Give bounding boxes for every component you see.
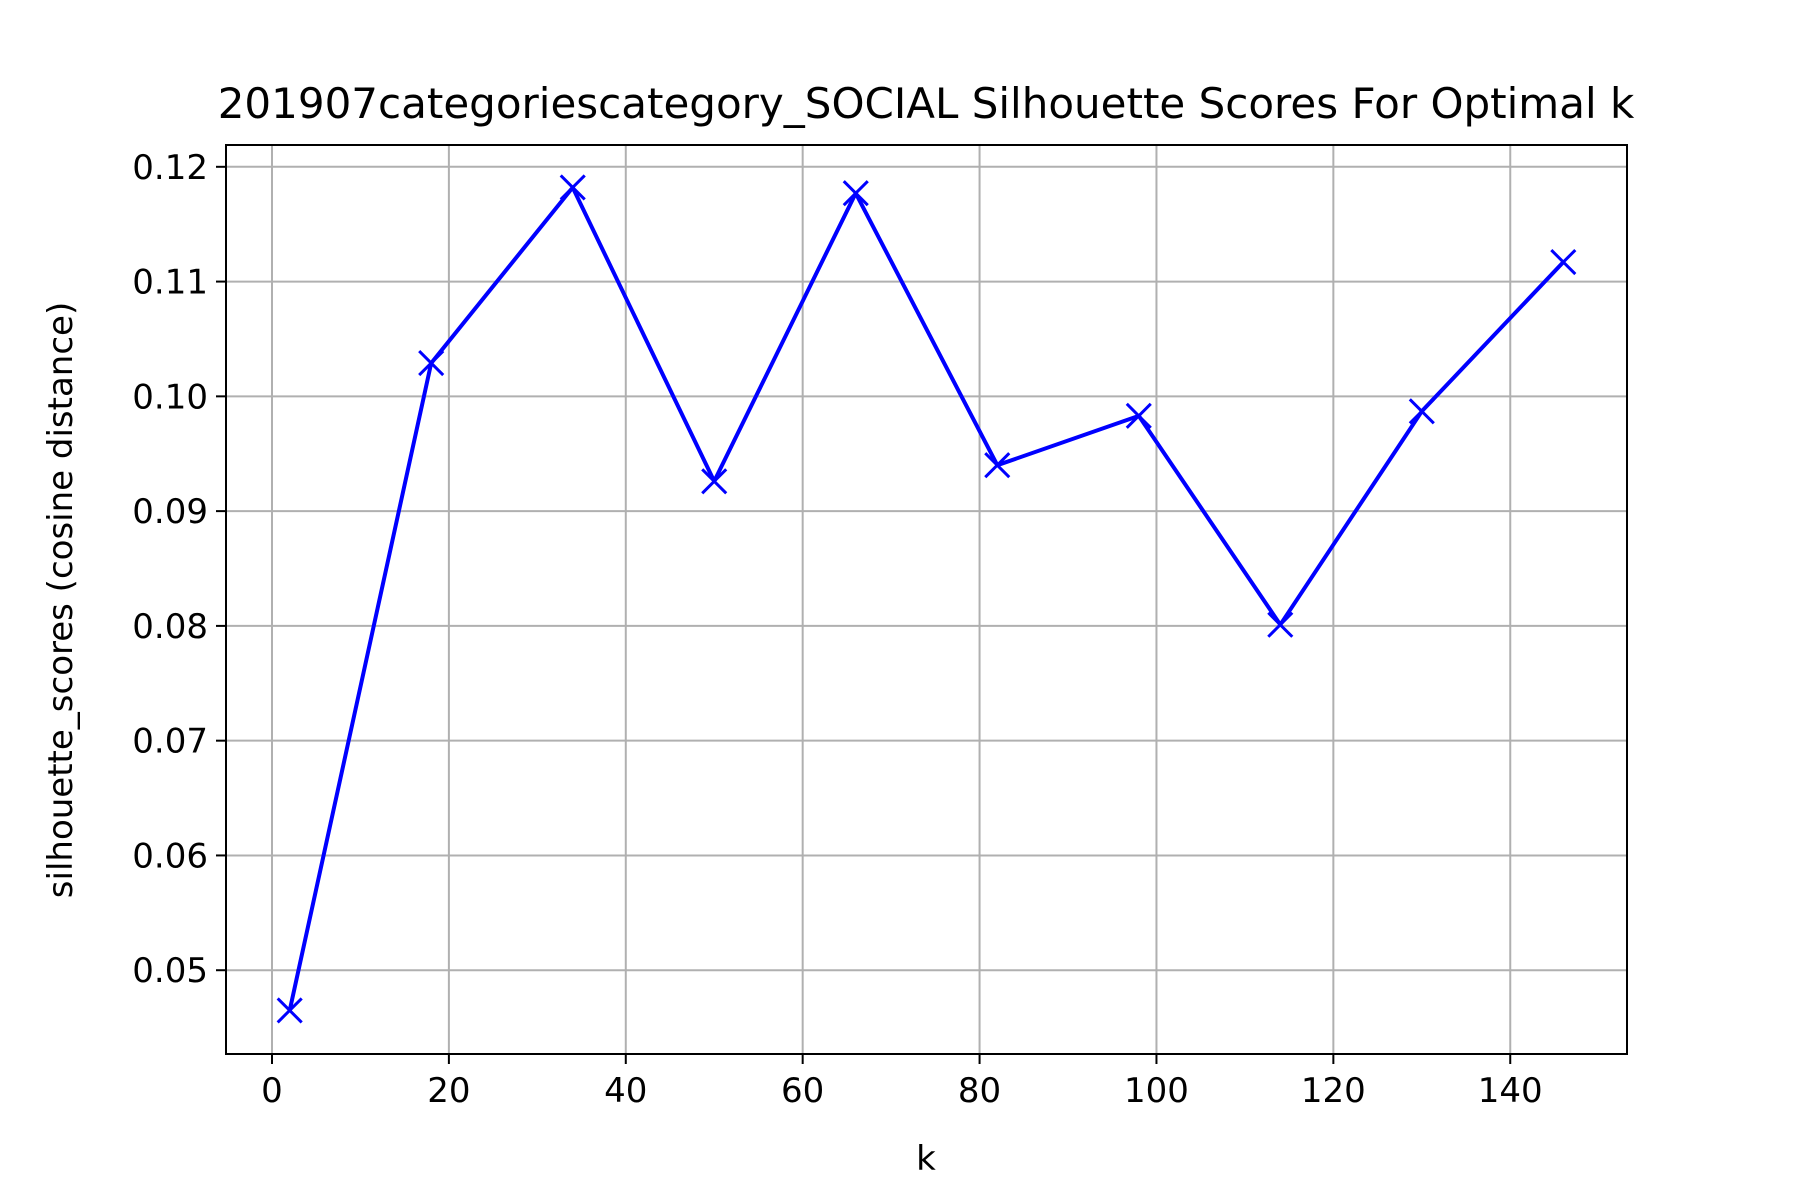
data-point-marker xyxy=(1550,249,1577,276)
x-tick-label: 60 xyxy=(781,1071,824,1111)
x-tick-label: 120 xyxy=(1301,1071,1366,1111)
grid xyxy=(226,145,1627,1054)
data-point-marker xyxy=(701,468,728,495)
marker-stroke xyxy=(984,452,1011,479)
y-tick-label: 0.11 xyxy=(132,263,208,303)
marker-stroke xyxy=(1550,249,1577,276)
y-tick-label: 0.09 xyxy=(132,492,208,532)
marker-stroke xyxy=(701,468,728,495)
marker-stroke xyxy=(842,180,869,207)
series-line xyxy=(287,185,1565,1011)
x-tick-label: 140 xyxy=(1478,1071,1543,1111)
plot-frame xyxy=(225,144,1628,1055)
x-tick-label: 100 xyxy=(1124,1071,1189,1111)
y-tick-label: 0.10 xyxy=(132,377,208,417)
marker-stroke xyxy=(1408,398,1435,425)
marker-stroke xyxy=(1125,402,1152,429)
data-point-marker xyxy=(842,180,869,207)
y-tick-label: 0.06 xyxy=(132,836,208,876)
data-point-marker xyxy=(1125,402,1152,429)
x-axis-label: k xyxy=(916,1139,936,1179)
x-tick-label: 0 xyxy=(261,1071,283,1111)
data-point-marker xyxy=(559,174,586,201)
x-tick-label: 80 xyxy=(958,1071,1001,1111)
chart-title: 201907categoriescategory_SOCIAL Silhouet… xyxy=(218,79,1635,128)
data-point-marker xyxy=(276,997,303,1024)
marker-stroke xyxy=(418,350,445,377)
y-tick-label: 0.05 xyxy=(132,951,208,991)
y-axis-label: silhouette_scores (cosine distance) xyxy=(41,302,81,898)
y-tick-label: 0.12 xyxy=(132,148,208,188)
y-tick-label: 0.07 xyxy=(132,722,208,762)
data-point-marker xyxy=(1408,398,1435,425)
data-point-marker xyxy=(984,452,1011,479)
x-tick-label: 20 xyxy=(427,1071,470,1111)
marker-stroke xyxy=(1267,611,1294,638)
ticks: 0 20 40 60 80 100 120 140 0.05 0.06 0.07 0.08 0.09 0.… xyxy=(132,148,1542,1111)
marker-stroke xyxy=(276,997,303,1024)
x-tick-label: 40 xyxy=(604,1071,647,1111)
y-tick-label: 0.08 xyxy=(132,607,208,647)
data-point-marker xyxy=(418,350,445,377)
data-point-marker xyxy=(1267,611,1294,638)
series-layer xyxy=(276,174,1577,1024)
marker-stroke xyxy=(559,174,586,201)
